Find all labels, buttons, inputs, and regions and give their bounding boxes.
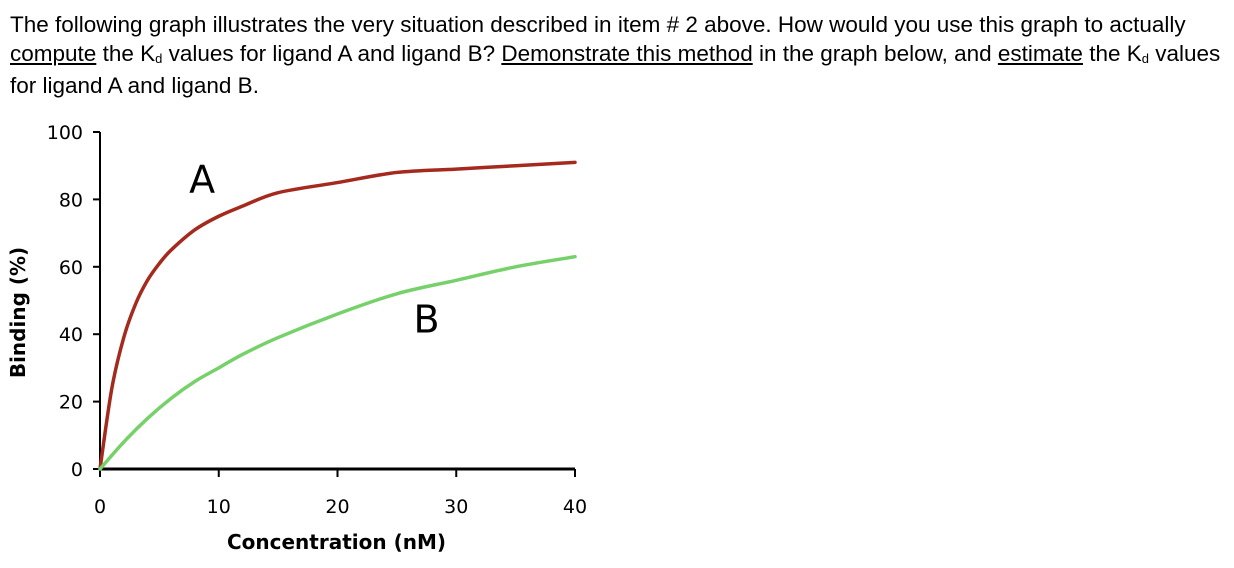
chart-labels: 0 20 40 60 80 100 0 10 20 30 40 Concentration (nM) B…: [6, 122, 587, 554]
x-tick-label: 0: [94, 496, 106, 518]
y-tick-label: 0: [71, 459, 83, 481]
x-axis-title: Concentration (nM): [227, 530, 446, 554]
question-part-5: the K: [1082, 41, 1142, 66]
question-text: The following graph illustrates the very…: [10, 10, 1230, 100]
y-tick-label: 40: [59, 324, 83, 346]
demonstrate-underlined: Demonstrate this method: [501, 41, 753, 66]
question-part-4: in the graph below, and: [752, 41, 998, 66]
y-tick-label: 60: [59, 257, 83, 279]
series-label-a: A: [189, 158, 215, 202]
series-line-b: [98, 254, 577, 471]
y-tick-label: 80: [59, 189, 83, 211]
y-axis-title: Binding (%): [6, 247, 30, 378]
x-tick-label: 20: [325, 496, 349, 518]
x-tick-label: 10: [207, 496, 231, 518]
y-tick-label: 100: [47, 122, 83, 144]
series-label-b: B: [414, 298, 440, 342]
series-line-a: [98, 160, 577, 471]
kd-subscript-2: d: [1141, 51, 1149, 66]
x-tick-label: 30: [444, 496, 468, 518]
kd-subscript-1: d: [155, 51, 163, 66]
compute-underlined: compute: [10, 41, 97, 66]
y-tick-label: 20: [59, 392, 83, 414]
x-tick-label: 40: [563, 496, 587, 518]
chart-series: [98, 160, 577, 471]
question-part-1: The following graph illustrates the very…: [10, 12, 1186, 37]
question-part-2: the K: [96, 41, 156, 66]
estimate-underlined: estimate: [997, 41, 1083, 66]
question-part-3: values for ligand A and ligand B?: [162, 41, 502, 66]
question-part-6: values for ligand A and ligand B.: [10, 41, 1221, 98]
